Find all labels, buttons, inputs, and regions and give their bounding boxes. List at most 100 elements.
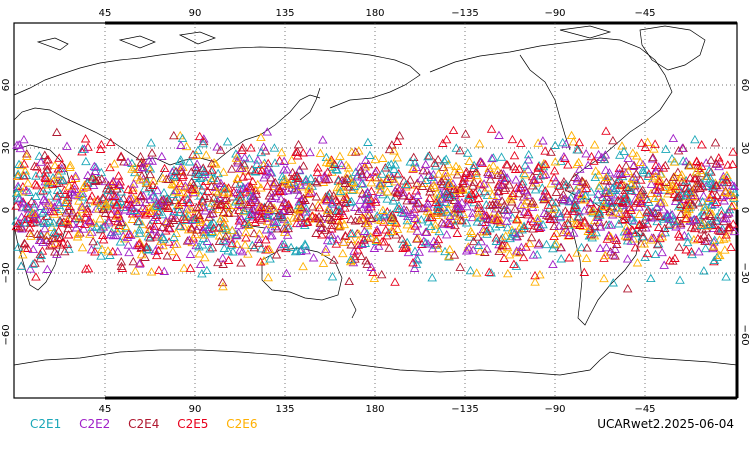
observation-marker bbox=[361, 189, 371, 199]
observation-marker bbox=[601, 172, 611, 181]
observation-marker bbox=[647, 173, 658, 183]
observation-marker bbox=[247, 204, 258, 213]
observation-marker bbox=[383, 160, 394, 170]
observation-marker bbox=[209, 157, 219, 167]
observation-marker bbox=[721, 175, 732, 184]
observation-marker bbox=[43, 200, 53, 209]
observation-marker bbox=[244, 220, 254, 229]
observation-marker bbox=[147, 186, 157, 196]
observation-marker bbox=[528, 250, 539, 259]
observation-marker bbox=[550, 140, 560, 149]
observation-marker bbox=[223, 183, 234, 192]
observation-marker bbox=[360, 161, 371, 171]
observation-marker bbox=[285, 179, 295, 189]
observation-marker bbox=[77, 188, 88, 197]
observation-marker bbox=[197, 240, 208, 249]
observation-marker bbox=[627, 215, 637, 224]
observation-marker bbox=[530, 175, 540, 184]
observation-marker bbox=[562, 218, 573, 227]
observation-marker bbox=[709, 255, 720, 265]
observation-marker bbox=[319, 195, 330, 204]
observation-marker bbox=[275, 186, 285, 195]
observation-marker bbox=[295, 180, 306, 189]
observation-marker bbox=[615, 168, 625, 178]
observation-marker bbox=[382, 194, 392, 203]
bottom-tick: −90 bbox=[544, 404, 565, 415]
observation-marker bbox=[493, 186, 503, 196]
observation-marker bbox=[695, 183, 705, 192]
observation-marker bbox=[699, 202, 710, 211]
observation-marker bbox=[200, 222, 211, 232]
observation-marker bbox=[650, 193, 660, 202]
observation-marker bbox=[500, 173, 510, 183]
observation-marker bbox=[83, 142, 93, 151]
observation-marker bbox=[707, 200, 717, 209]
observation-marker bbox=[392, 152, 402, 162]
observation-marker bbox=[466, 189, 477, 198]
observation-marker bbox=[433, 169, 444, 178]
observation-marker bbox=[689, 234, 699, 244]
observation-marker bbox=[355, 195, 366, 204]
observation-marker bbox=[460, 129, 471, 138]
observation-marker bbox=[269, 143, 280, 152]
observation-marker bbox=[229, 208, 240, 217]
observation-marker bbox=[260, 203, 270, 212]
observation-marker bbox=[603, 171, 613, 181]
observation-marker bbox=[21, 202, 32, 211]
observation-marker bbox=[149, 221, 160, 231]
observation-marker bbox=[240, 240, 250, 249]
observation-marker bbox=[622, 283, 633, 293]
observation-marker bbox=[96, 174, 107, 183]
observation-marker bbox=[113, 171, 124, 180]
observation-marker bbox=[187, 215, 198, 225]
observation-marker bbox=[445, 211, 455, 220]
observation-marker bbox=[292, 146, 303, 156]
observation-marker bbox=[256, 215, 267, 224]
observation-marker bbox=[312, 167, 323, 177]
observation-marker bbox=[134, 228, 145, 237]
observation-marker bbox=[622, 209, 632, 219]
observation-marker bbox=[719, 196, 729, 205]
observation-marker bbox=[86, 244, 97, 254]
observation-marker bbox=[311, 192, 322, 201]
observation-marker bbox=[670, 171, 680, 181]
observation-marker bbox=[300, 239, 310, 248]
observation-marker bbox=[544, 211, 554, 220]
observation-marker bbox=[164, 237, 174, 246]
observation-marker bbox=[650, 139, 660, 148]
left-lat-tick: 30 bbox=[1, 142, 12, 155]
observation-marker bbox=[493, 182, 503, 191]
observation-marker bbox=[619, 214, 630, 223]
observation-marker bbox=[582, 243, 592, 252]
observation-marker bbox=[680, 214, 690, 223]
observation-marker bbox=[185, 197, 195, 207]
observation-marker bbox=[564, 253, 574, 262]
observation-marker bbox=[207, 242, 218, 252]
observation-marker bbox=[277, 171, 288, 181]
observation-marker bbox=[14, 159, 24, 168]
observation-marker bbox=[296, 244, 307, 254]
observation-marker bbox=[523, 190, 533, 199]
left-lat-tick: 60 bbox=[1, 79, 12, 92]
observation-marker bbox=[550, 176, 561, 185]
observation-marker bbox=[425, 212, 435, 222]
observation-marker bbox=[91, 162, 101, 171]
observation-marker bbox=[109, 159, 120, 168]
observation-marker bbox=[644, 197, 654, 207]
observation-marker bbox=[699, 266, 709, 275]
observation-marker bbox=[52, 191, 63, 200]
observation-marker bbox=[286, 242, 296, 252]
observation-marker bbox=[519, 221, 529, 230]
observation-marker bbox=[668, 133, 679, 143]
legend: C2E1 C2E2 C2E4 C2E5 C2E6 bbox=[30, 417, 271, 431]
observation-marker bbox=[394, 168, 404, 178]
observation-marker bbox=[316, 214, 326, 223]
observation-marker bbox=[31, 272, 41, 281]
observation-marker bbox=[622, 182, 632, 191]
observation-marker bbox=[182, 236, 193, 245]
observation-marker bbox=[676, 209, 686, 218]
observation-marker bbox=[593, 149, 604, 159]
observation-marker bbox=[468, 236, 479, 246]
observation-marker bbox=[265, 254, 275, 263]
observation-marker bbox=[256, 147, 266, 157]
